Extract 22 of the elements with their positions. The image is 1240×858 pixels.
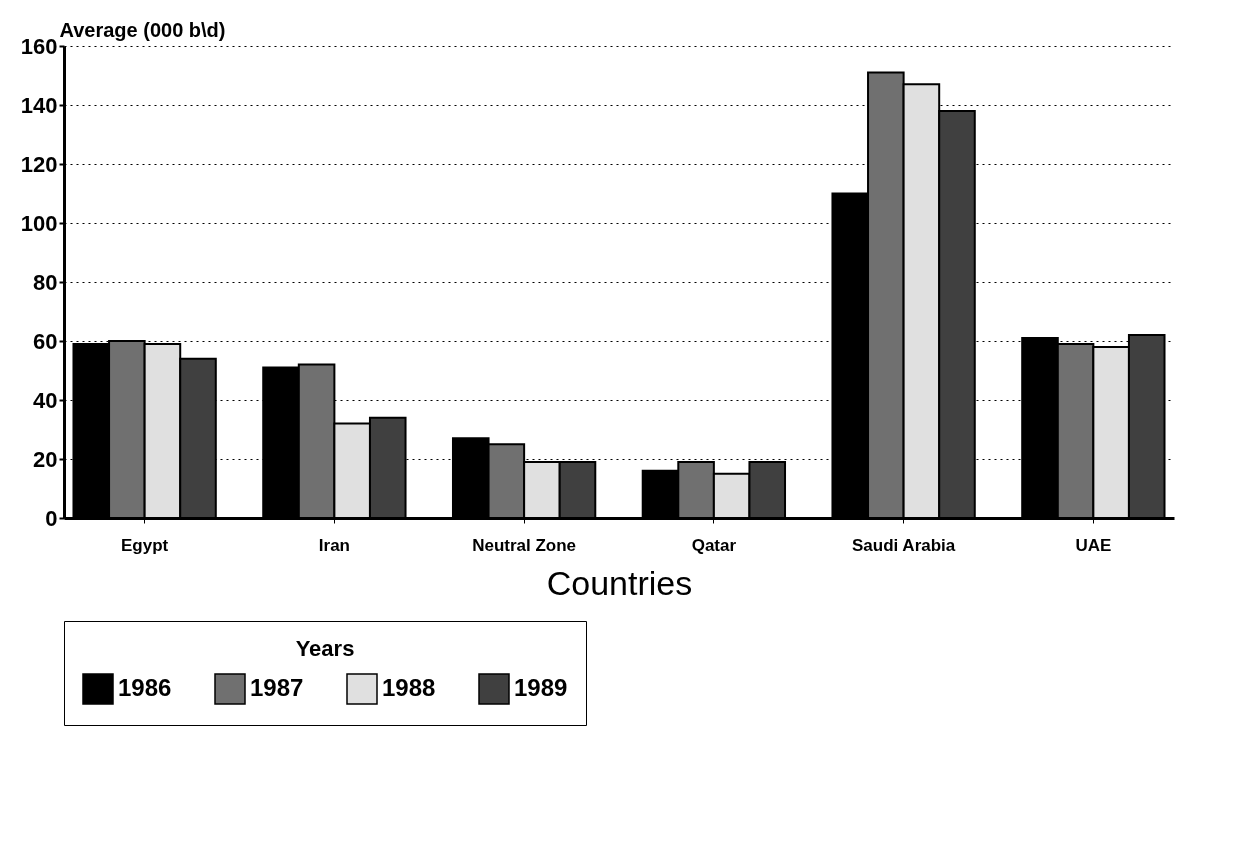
- legend-label: 1986: [118, 674, 172, 701]
- x-tick-label: Iran: [318, 535, 350, 555]
- y-tick-label: 80: [33, 269, 58, 295]
- legend-label: 1987: [250, 674, 304, 701]
- x-tick-label: Neutral Zone: [472, 535, 577, 555]
- y-tick-label: 160: [20, 33, 58, 59]
- legend-title: Years: [295, 636, 355, 661]
- legend-label: 1988: [382, 674, 436, 701]
- x-tick-label: Saudi Arabia: [851, 535, 956, 555]
- y-axis-title: Average (000 b\d): [59, 18, 226, 41]
- y-tick-label: 120: [20, 151, 58, 177]
- y-tick-label: 0: [45, 505, 58, 531]
- y-tick-label: 20: [33, 446, 58, 472]
- y-tick-label: 40: [33, 387, 58, 413]
- x-tick-label: Egypt: [121, 535, 169, 555]
- x-tick-label: Qatar: [691, 535, 737, 555]
- y-tick-label: 100: [20, 210, 58, 236]
- y-tick-label: 140: [20, 92, 58, 118]
- x-tick-label: UAE: [1075, 535, 1112, 555]
- y-tick-label: 60: [33, 328, 58, 354]
- legend-label: 1989: [514, 674, 568, 701]
- x-axis-title: Countries: [546, 563, 693, 602]
